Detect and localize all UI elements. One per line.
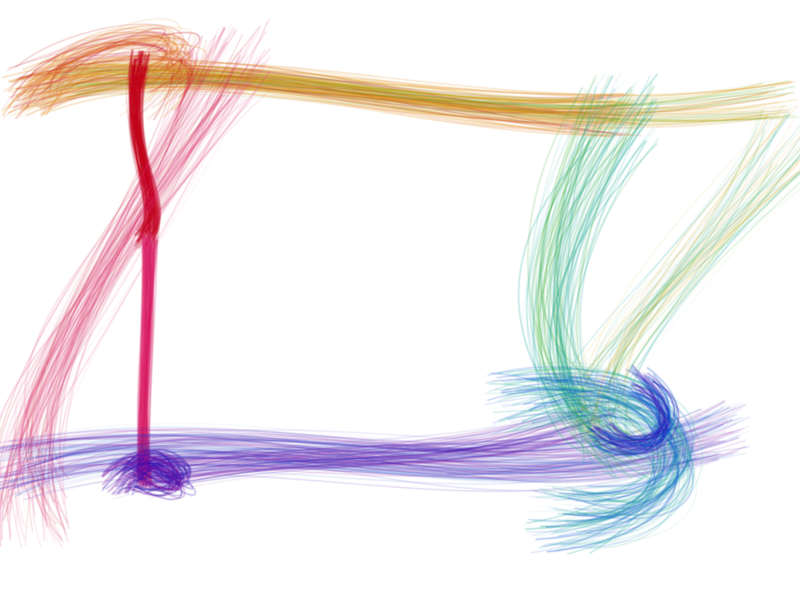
bottom-band-trail (0, 437, 739, 490)
bottom-band-trail (38, 444, 720, 492)
red-knot-trail (59, 46, 176, 118)
blue-knot-trail (512, 368, 682, 530)
right-green-trail (555, 105, 660, 480)
right-green-trail (617, 112, 788, 391)
right-green-trail (598, 113, 787, 454)
blue-knot-trail (603, 383, 663, 448)
left-diagonal-trail (58, 74, 204, 473)
bottom-band-trail (137, 437, 608, 489)
bottom-band-trail (35, 418, 733, 472)
right-green-trail (582, 138, 800, 453)
bottom-band-trail (0, 440, 746, 479)
left-diagonal-trail (2, 94, 222, 521)
red-knot-trail (28, 38, 175, 88)
right-green-trail (526, 88, 617, 460)
blue-knot-trail (505, 415, 695, 516)
top-band-trail (46, 74, 789, 113)
right-green-trail (576, 86, 655, 434)
right-green-trail (596, 171, 800, 411)
red-knot-trail (16, 39, 190, 116)
red-knot-trail (21, 54, 169, 117)
bottom-band-trail (141, 412, 618, 465)
bottom-band-trail (128, 421, 616, 463)
bottom-band-trail (129, 426, 582, 463)
blue-knot-trail (589, 372, 675, 438)
bottom-band-trail (1, 448, 717, 483)
right-green-trail (532, 107, 617, 480)
bottom-band-trail (139, 424, 586, 487)
right-green-trail (555, 126, 614, 473)
top-band-trail (19, 90, 613, 138)
right-green-trail (526, 84, 635, 434)
right-green-trail (614, 174, 800, 410)
blue-knot-trail (586, 374, 670, 441)
indigo-knot-trail (101, 459, 181, 490)
blue-knot-trail (492, 410, 656, 495)
left-diagonal-trail (33, 57, 255, 524)
right-green-trail (590, 128, 766, 447)
blue-knot-trail (544, 373, 684, 487)
bottom-band-trail (147, 434, 603, 492)
bottom-band-trail (148, 437, 607, 499)
blue-knot-trail (523, 390, 679, 503)
left-diagonal-trail (47, 83, 203, 480)
bottom-band-trail (120, 410, 583, 483)
left-diagonal-trail (44, 50, 261, 543)
top-band-trail (54, 78, 792, 102)
right-green-trail (539, 96, 631, 458)
blue-knot-trail (593, 373, 669, 447)
right-green-trail (575, 162, 800, 436)
bottom-band-trail (142, 402, 592, 496)
bottom-band-trail (147, 419, 593, 492)
indigo-knot-trail (132, 458, 190, 491)
right-green-trail (602, 168, 792, 447)
bottom-band-trail (144, 433, 597, 483)
left-diagonal-trail (0, 83, 231, 492)
right-green-trail (588, 146, 784, 432)
blue-knot-trail (488, 383, 661, 515)
right-green-trail (579, 145, 800, 452)
top-band-trail (60, 63, 785, 101)
right-green-trail (529, 85, 653, 467)
blue-knot-trail (598, 384, 667, 449)
top-band-trail (44, 76, 769, 128)
blue-knot-trail (510, 415, 687, 502)
bottom-band-trail (135, 429, 596, 472)
blue-knot-trail (594, 380, 680, 455)
bottom-band-trail (113, 435, 606, 474)
indigo-knot-trail (122, 463, 185, 496)
blue-knot-trail (588, 380, 672, 456)
left-diagonal-trail (0, 35, 254, 485)
blue-knot-trail (609, 391, 667, 447)
red-knot-trail (20, 34, 183, 96)
blue-knot-trail (541, 384, 690, 546)
right-green-trail (570, 150, 779, 437)
right-green-trail (606, 161, 764, 391)
blue-knot-trail (549, 394, 668, 533)
left-diagonal-trail (16, 38, 213, 527)
left-diagonal-trail (0, 25, 261, 436)
top-band-trail (51, 65, 782, 121)
